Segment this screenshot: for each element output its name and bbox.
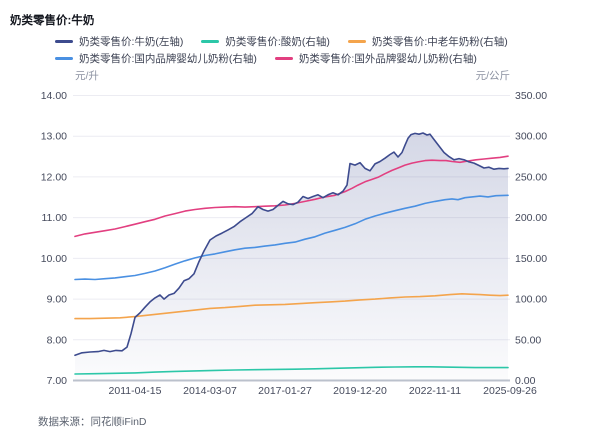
legend-item-milk[interactable]: 奶类零售价:牛奶(左轴) <box>55 34 183 49</box>
legend-label: 奶类零售价:酸奶(右轴) <box>225 36 330 48</box>
legend-item-domestic-infant-formula[interactable]: 奶类零售价:国内品牌婴幼儿奶粉(右轴) <box>55 51 257 66</box>
left-axis-unit: 元/升 <box>75 70 99 82</box>
right-axis-tick: 200.00 <box>515 212 547 224</box>
x-axis-tick: 2011-04-15 <box>109 385 162 397</box>
legend-item-yogurt[interactable]: 奶类零售价:酸奶(右轴) <box>201 34 330 49</box>
chart-legend: 奶类零售价:牛奶(左轴) 奶类零售价:酸奶(右轴) 奶类零售价:中老年奶粉(右轴) 奶… <box>55 33 575 67</box>
x-axis-tick: 2017-01-27 <box>258 385 312 397</box>
legend-label: 奶类零售价:国内品牌婴幼儿奶粉(右轴) <box>79 53 257 65</box>
legend-label: 奶类零售价:牛奶(左轴) <box>79 36 184 48</box>
legend-line-swatch-milk <box>55 40 73 43</box>
right-axis-tick: 250.00 <box>515 171 547 183</box>
legend-row-2: 奶类零售价:国内品牌婴幼儿奶粉(右轴) 奶类零售价:国外品牌婴幼儿奶粉(右轴) <box>55 50 575 67</box>
left-axis-tick: 7.00 <box>47 375 68 387</box>
x-axis-tick: 2014-03-07 <box>183 385 237 397</box>
x-axis-tick: 2022-11-11 <box>409 385 461 397</box>
right-axis-tick: 50.00 <box>515 334 541 346</box>
right-axis-tick: 100.00 <box>515 294 547 306</box>
left-axis-tick: 14.00 <box>41 90 67 102</box>
legend-line-swatch-domestic-infant-formula <box>55 57 73 60</box>
right-axis-unit: 元/公斤 <box>476 70 510 82</box>
x-axis-tick: 2025-09-26 <box>483 385 537 397</box>
legend-line-swatch-yogurt <box>201 40 220 43</box>
legend-label: 奶类零售价:中老年奶粉(右轴) <box>371 36 508 48</box>
data-source-label: 数据来源：同花顺iFinD <box>38 416 147 428</box>
left-axis-tick: 12.00 <box>41 171 67 183</box>
legend-label: 奶类零售价:国外品牌婴幼儿奶粉(右轴) <box>298 53 477 65</box>
legend-line-swatch-middle-aged-powder <box>347 40 366 43</box>
right-axis-tick: 350.00 <box>515 90 547 102</box>
x-axis-tick: 2019-12-20 <box>333 385 387 397</box>
left-axis-tick: 8.00 <box>47 334 68 346</box>
right-axis-tick: 300.00 <box>515 131 547 143</box>
legend-row-1: 奶类零售价:牛奶(左轴) 奶类零售价:酸奶(右轴) 奶类零售价:中老年奶粉(右轴) <box>55 33 575 50</box>
legend-line-swatch-foreign-infant-formula <box>274 57 293 60</box>
left-axis-tick: 13.00 <box>41 131 67 143</box>
left-axis-tick: 11.00 <box>42 212 68 224</box>
series-area-milk <box>75 133 508 381</box>
legend-item-foreign-infant-formula[interactable]: 奶类零售价:国外品牌婴幼儿奶粉(右轴) <box>274 51 477 66</box>
series-line-milk <box>74 132 509 357</box>
series-line-domestic-infant-formula <box>74 194 509 281</box>
left-axis-tick: 9.00 <box>47 294 68 306</box>
chart-title: 奶类零售价:牛奶 <box>10 15 95 27</box>
right-axis-tick: 150.00 <box>515 253 547 265</box>
series-line-yogurt <box>74 365 509 375</box>
right-axis-tick: 0.00 <box>515 375 536 387</box>
left-axis-tick: 10.00 <box>41 253 67 265</box>
legend-item-middle-aged-powder[interactable]: 奶类零售价:中老年奶粉(右轴) <box>347 34 508 49</box>
series-line-middle-aged-powder <box>74 292 509 320</box>
